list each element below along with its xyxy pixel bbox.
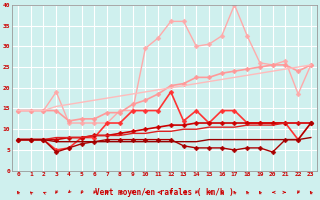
X-axis label: Vent moyen/en rafales ( km/h ): Vent moyen/en rafales ( km/h ) — [95, 188, 234, 197]
